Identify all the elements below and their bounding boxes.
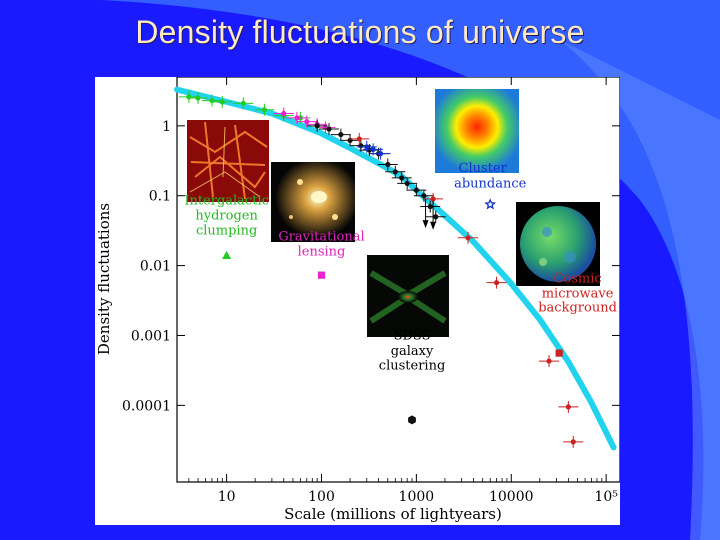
intergalactic-hydrogen-clumping-point bbox=[240, 100, 246, 106]
gravitational-lensing-image bbox=[271, 162, 355, 242]
sdss-galaxy-clustering-point bbox=[413, 187, 419, 193]
gravitational-lensing-point bbox=[294, 115, 300, 121]
sdss-galaxy-clustering-point bbox=[433, 214, 439, 220]
intergalactic-hydrogen-clumping-legend-marker bbox=[222, 250, 232, 259]
sdss-galaxy-clustering-point bbox=[404, 180, 410, 187]
annotation-label: background bbox=[538, 301, 617, 316]
sdss-galaxy-clustering-point bbox=[314, 123, 320, 129]
sdss-galaxy-clustering-point bbox=[421, 193, 427, 199]
intergalactic-hydrogen-clumping-point bbox=[219, 99, 225, 105]
cluster-abundance-legend-marker bbox=[484, 198, 497, 210]
axis-ticks: 10 100 1000 10000 10⁵ 1 0.1 0.01 0.001 0.0001 bbox=[122, 77, 620, 505]
annotation-label: SDSS bbox=[394, 328, 431, 343]
x-tick-label: 1000 bbox=[399, 489, 435, 505]
annotation-label: hydrogen bbox=[195, 209, 258, 224]
intergalactic-hydrogen-clumping-point bbox=[261, 107, 267, 113]
upper-limit-arrowhead bbox=[430, 221, 437, 230]
annotation-label: Gravitational bbox=[278, 230, 364, 245]
annotation-label: clustering bbox=[379, 359, 445, 374]
cosmic-microwave-background-point bbox=[570, 439, 576, 445]
density-fluctuations-chart: 10 100 1000 10000 10⁵ 1 0.1 0.01 0.001 0.0001 bbox=[95, 76, 621, 523]
sdss-galaxy-clustering-legend-marker bbox=[408, 415, 416, 425]
x-tick-label: 10000 bbox=[489, 489, 534, 505]
upper-limit-arrowhead bbox=[422, 220, 429, 229]
intergalactic-hydrogen-clumping-point bbox=[195, 95, 201, 101]
annotation-label: microwave bbox=[542, 286, 614, 301]
y-tick-label: 0.1 bbox=[149, 189, 171, 205]
sdss-galaxy-clustering-point bbox=[392, 169, 398, 175]
cluster-abundance-image bbox=[435, 89, 519, 173]
annotation-label: galaxy bbox=[391, 344, 434, 359]
intergalactic-hydrogen-clumping-point bbox=[186, 94, 192, 100]
gravitational-lensing-legend-marker bbox=[317, 271, 326, 279]
x-tick-label: 100 bbox=[308, 489, 335, 505]
gravitational-lensing-point bbox=[304, 119, 310, 125]
slide-title: Density fluctuations of universe bbox=[135, 14, 585, 50]
data-marks bbox=[178, 90, 584, 448]
x-axis-label: Scale (millions of lightyears) bbox=[284, 505, 502, 523]
annotation-label: Intergalactic bbox=[184, 194, 269, 209]
y-tick-label: 0.0001 bbox=[122, 398, 171, 414]
hydrogen-clumping-image bbox=[187, 120, 269, 202]
y-axis-label: Density fluctuations bbox=[95, 203, 113, 355]
cosmic-microwave-background-point bbox=[465, 235, 471, 241]
y-tick-label: 0.001 bbox=[131, 328, 171, 344]
cosmic-microwave-background-point bbox=[430, 196, 436, 202]
annotation-label: Cluster bbox=[459, 161, 508, 176]
annotation-label: clumping bbox=[196, 223, 257, 238]
cosmic-microwave-background-point bbox=[356, 136, 362, 142]
cosmic-microwave-background-point bbox=[565, 404, 571, 410]
cluster-abundance-point bbox=[378, 151, 384, 157]
cluster-abundance-point bbox=[364, 144, 370, 150]
cmb-image bbox=[516, 202, 600, 286]
y-tick-label: 1 bbox=[162, 119, 171, 135]
y-tick-label: 0.01 bbox=[140, 259, 171, 275]
sdss-galaxy-clustering-point bbox=[338, 131, 344, 138]
cosmic-microwave-background-point bbox=[546, 358, 552, 364]
figure-panel: 10 100 1000 10000 10⁵ 1 0.1 0.01 0.001 0.0001 bbox=[95, 76, 621, 525]
sdss-galaxy-clustering-point bbox=[427, 203, 433, 210]
x-tick-label: 10⁵ bbox=[594, 489, 618, 505]
cosmic-microwave-background-point bbox=[493, 280, 500, 286]
cosmic-microwave-background-legend-marker bbox=[555, 349, 563, 357]
cluster-abundance-point bbox=[370, 146, 376, 153]
sdss-galaxy-clustering-point bbox=[326, 126, 332, 132]
annotation-label: Cosmic bbox=[553, 272, 601, 287]
gravitational-lensing-point bbox=[281, 110, 287, 117]
sdss-image bbox=[367, 255, 449, 337]
sdss-galaxy-clustering-point bbox=[399, 175, 405, 181]
annotation-label: abundance bbox=[454, 176, 527, 191]
x-tick-label: 10 bbox=[218, 489, 236, 505]
sdss-galaxy-clustering-point bbox=[385, 161, 391, 168]
annotation-label: lensing bbox=[298, 244, 346, 259]
